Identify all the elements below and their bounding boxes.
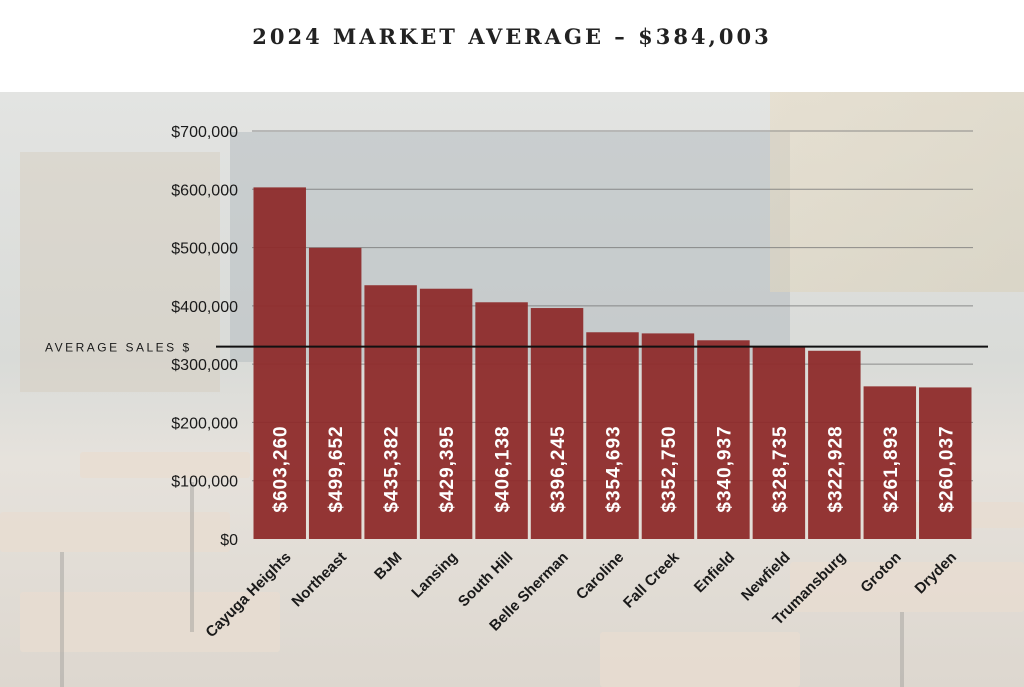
reference-line-label: AVERAGE SALES $ (45, 341, 192, 355)
y-tick-label: $100,000 (171, 474, 238, 491)
bar (586, 332, 639, 539)
bar (808, 350, 861, 539)
bar (641, 333, 695, 539)
bar-value-label: $352,750 (659, 425, 680, 512)
bar (253, 187, 306, 539)
bar (697, 340, 750, 539)
bar-value-label: $261,893 (881, 425, 902, 512)
bar-value-label: $406,138 (493, 425, 514, 512)
bar-value-label: $499,652 (326, 425, 347, 512)
bar (919, 387, 972, 539)
x-category-label: Dryden (912, 549, 961, 598)
bar-value-label: $340,937 (714, 425, 735, 512)
y-tick-label: $0 (220, 532, 238, 549)
y-tick-label: $600,000 (171, 182, 238, 199)
bar (364, 285, 417, 539)
x-category-label: Newfield (738, 549, 794, 605)
bar-value-label: $260,037 (936, 425, 957, 512)
x-category-label: BJM (371, 549, 405, 583)
bar-value-label: $396,245 (548, 425, 569, 512)
bar (419, 288, 473, 539)
y-tick-label: $500,000 (171, 241, 238, 258)
bar-value-label: $354,693 (604, 425, 625, 512)
bar-value-label: $429,395 (437, 425, 458, 512)
y-tick-label: $700,000 (171, 124, 238, 141)
x-category-label: Enfield (691, 549, 738, 596)
chart-title: 2024 MARKET AVERAGE – $384,003 (252, 24, 772, 49)
bar (863, 386, 917, 539)
y-tick-label: $400,000 (171, 299, 238, 316)
bar-value-label: $603,260 (271, 425, 292, 512)
y-tick-label: $200,000 (171, 415, 238, 432)
x-category-label: Caroline (573, 549, 627, 603)
bar-value-label: $328,735 (770, 425, 791, 512)
x-category-label: Fall Creek (620, 548, 683, 611)
bar (752, 347, 806, 539)
x-category-label: Groton (857, 549, 904, 596)
bar (475, 302, 528, 539)
x-category-label: Lansing (408, 549, 461, 602)
bar-value-label: $435,382 (382, 425, 403, 512)
bar (308, 247, 362, 539)
x-category-label: Cayuga Heights (202, 549, 294, 641)
y-tick-label: $300,000 (171, 357, 238, 374)
bar-value-label: $322,928 (825, 425, 846, 512)
x-category-label: Northeast (288, 549, 350, 611)
